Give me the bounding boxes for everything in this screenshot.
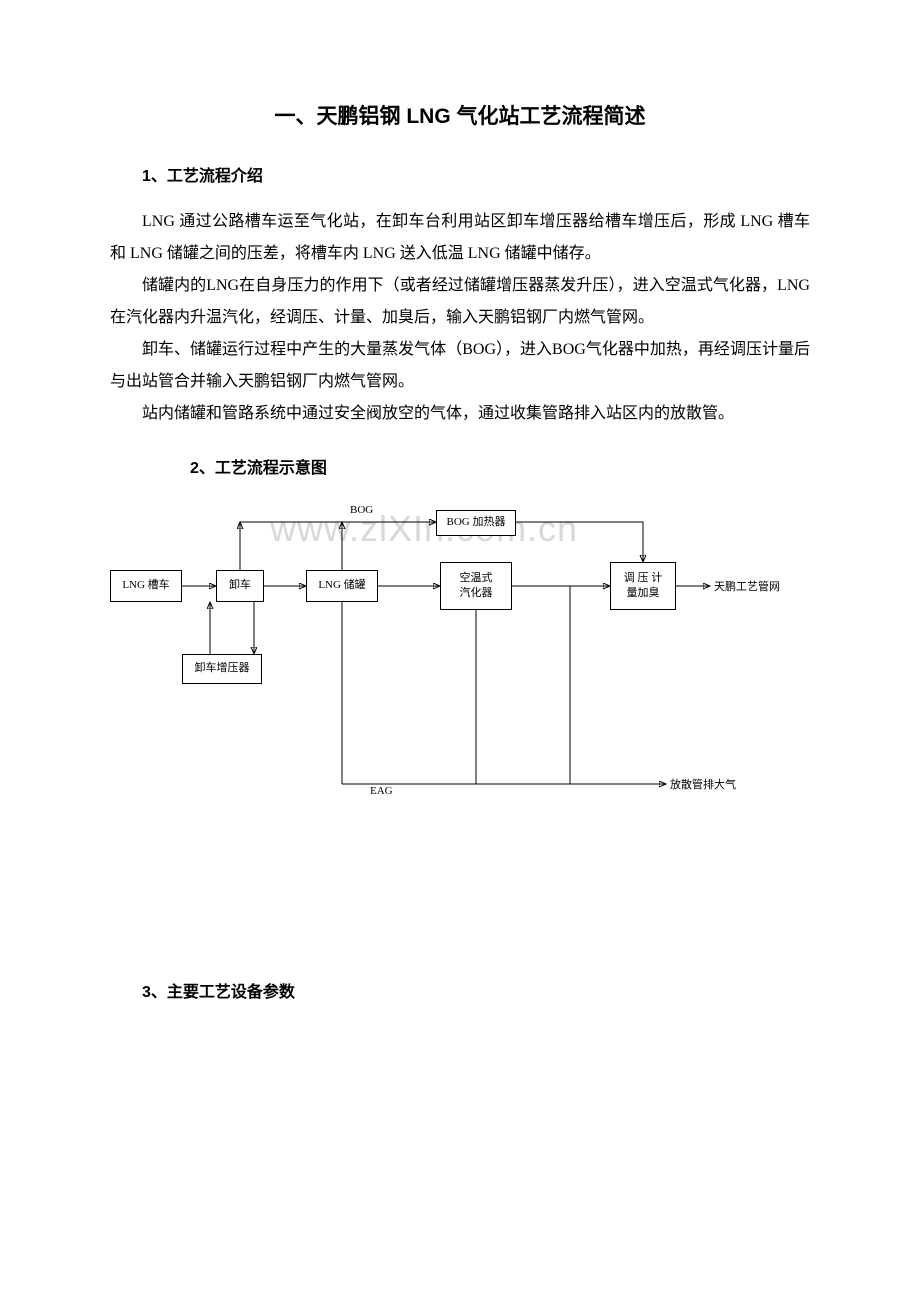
flow-edge-8 <box>516 522 643 562</box>
section-1-para-1: LNG 通过公路槽车运至气化站，在卸车台利用站区卸车增压器给槽车增压后，形成 L… <box>110 206 810 270</box>
flow-node-n5: 调 压 计 量加臭 <box>610 562 676 610</box>
flow-node-n1: LNG 槽车 <box>110 570 182 602</box>
section-3-heading: 3、主要工艺设备参数 <box>110 978 810 1002</box>
section-1-heading: 1、工艺流程介绍 <box>110 162 810 186</box>
section-2-heading: 2、工艺流程示意图 <box>110 454 810 478</box>
flow-label-t_out: 天鹏工艺管网 <box>714 578 780 594</box>
flow-label-t_vent: 放散管排大气 <box>670 776 736 792</box>
process-flow-diagram: www.zlXIn.com.cn LNG 槽车卸车LNG 储罐空温式 汽化器调 … <box>110 498 810 828</box>
section-1-para-4: 站内储罐和管路系统中通过安全阀放空的气体，通过收集管路排入站区内的放散管。 <box>110 398 810 430</box>
flow-node-n4: 空温式 汽化器 <box>440 562 512 610</box>
section-1-para-2: 储罐内的LNG在自身压力的作用下（或者经过储罐增压器蒸发升压），进入空温式气化器… <box>110 270 810 334</box>
flow-node-n6: BOG 加热器 <box>436 510 516 536</box>
flow-node-n7: 卸车增压器 <box>182 654 262 684</box>
flow-label-t_eag: EAG <box>370 785 393 797</box>
flow-label-t_bog: BOG <box>350 504 373 516</box>
flow-node-n2: 卸车 <box>216 570 264 602</box>
section-1-para-3: 卸车、储罐运行过程中产生的大量蒸发气体（BOG），进入BOG气化器中加热，再经调… <box>110 334 810 398</box>
flow-node-n3: LNG 储罐 <box>306 570 378 602</box>
page-title: 一、天鹏铝钢 LNG 气化站工艺流程简述 <box>110 100 810 130</box>
